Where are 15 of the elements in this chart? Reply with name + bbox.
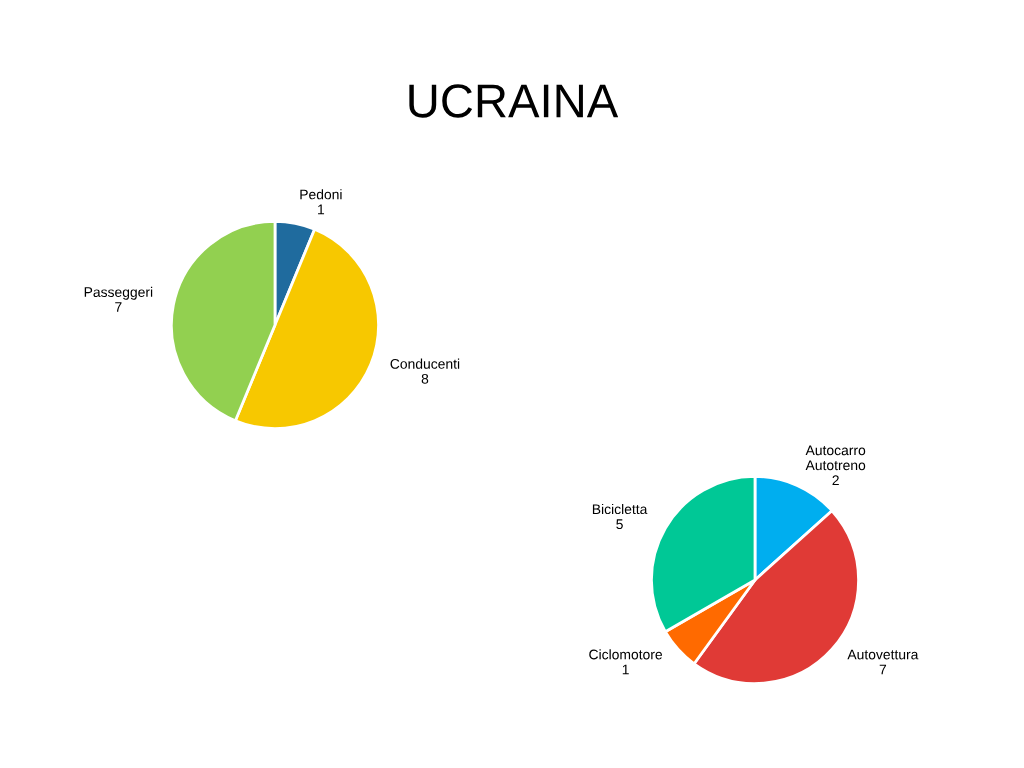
data-label: 1 <box>622 664 629 675</box>
slice-label: Passeggeri <box>84 286 153 300</box>
chart-title: UCRAINA <box>409 84 619 118</box>
slice-label: Bicicletta <box>592 503 648 515</box>
data-label: 2 <box>832 475 839 486</box>
slice-label: Autocarro Autotreno <box>805 445 866 471</box>
data-label: 1 <box>318 204 325 215</box>
slice-label: Pedoni <box>300 189 342 200</box>
data-label: 8 <box>421 373 429 384</box>
data-label: 7 <box>879 664 887 675</box>
data-label: 7 <box>115 302 122 312</box>
data-label: 5 <box>616 519 623 530</box>
slice-label: Autovettura <box>847 649 919 660</box>
slice-label: Ciclomotore <box>589 649 663 660</box>
slice-label: Conducenti <box>390 358 460 369</box>
